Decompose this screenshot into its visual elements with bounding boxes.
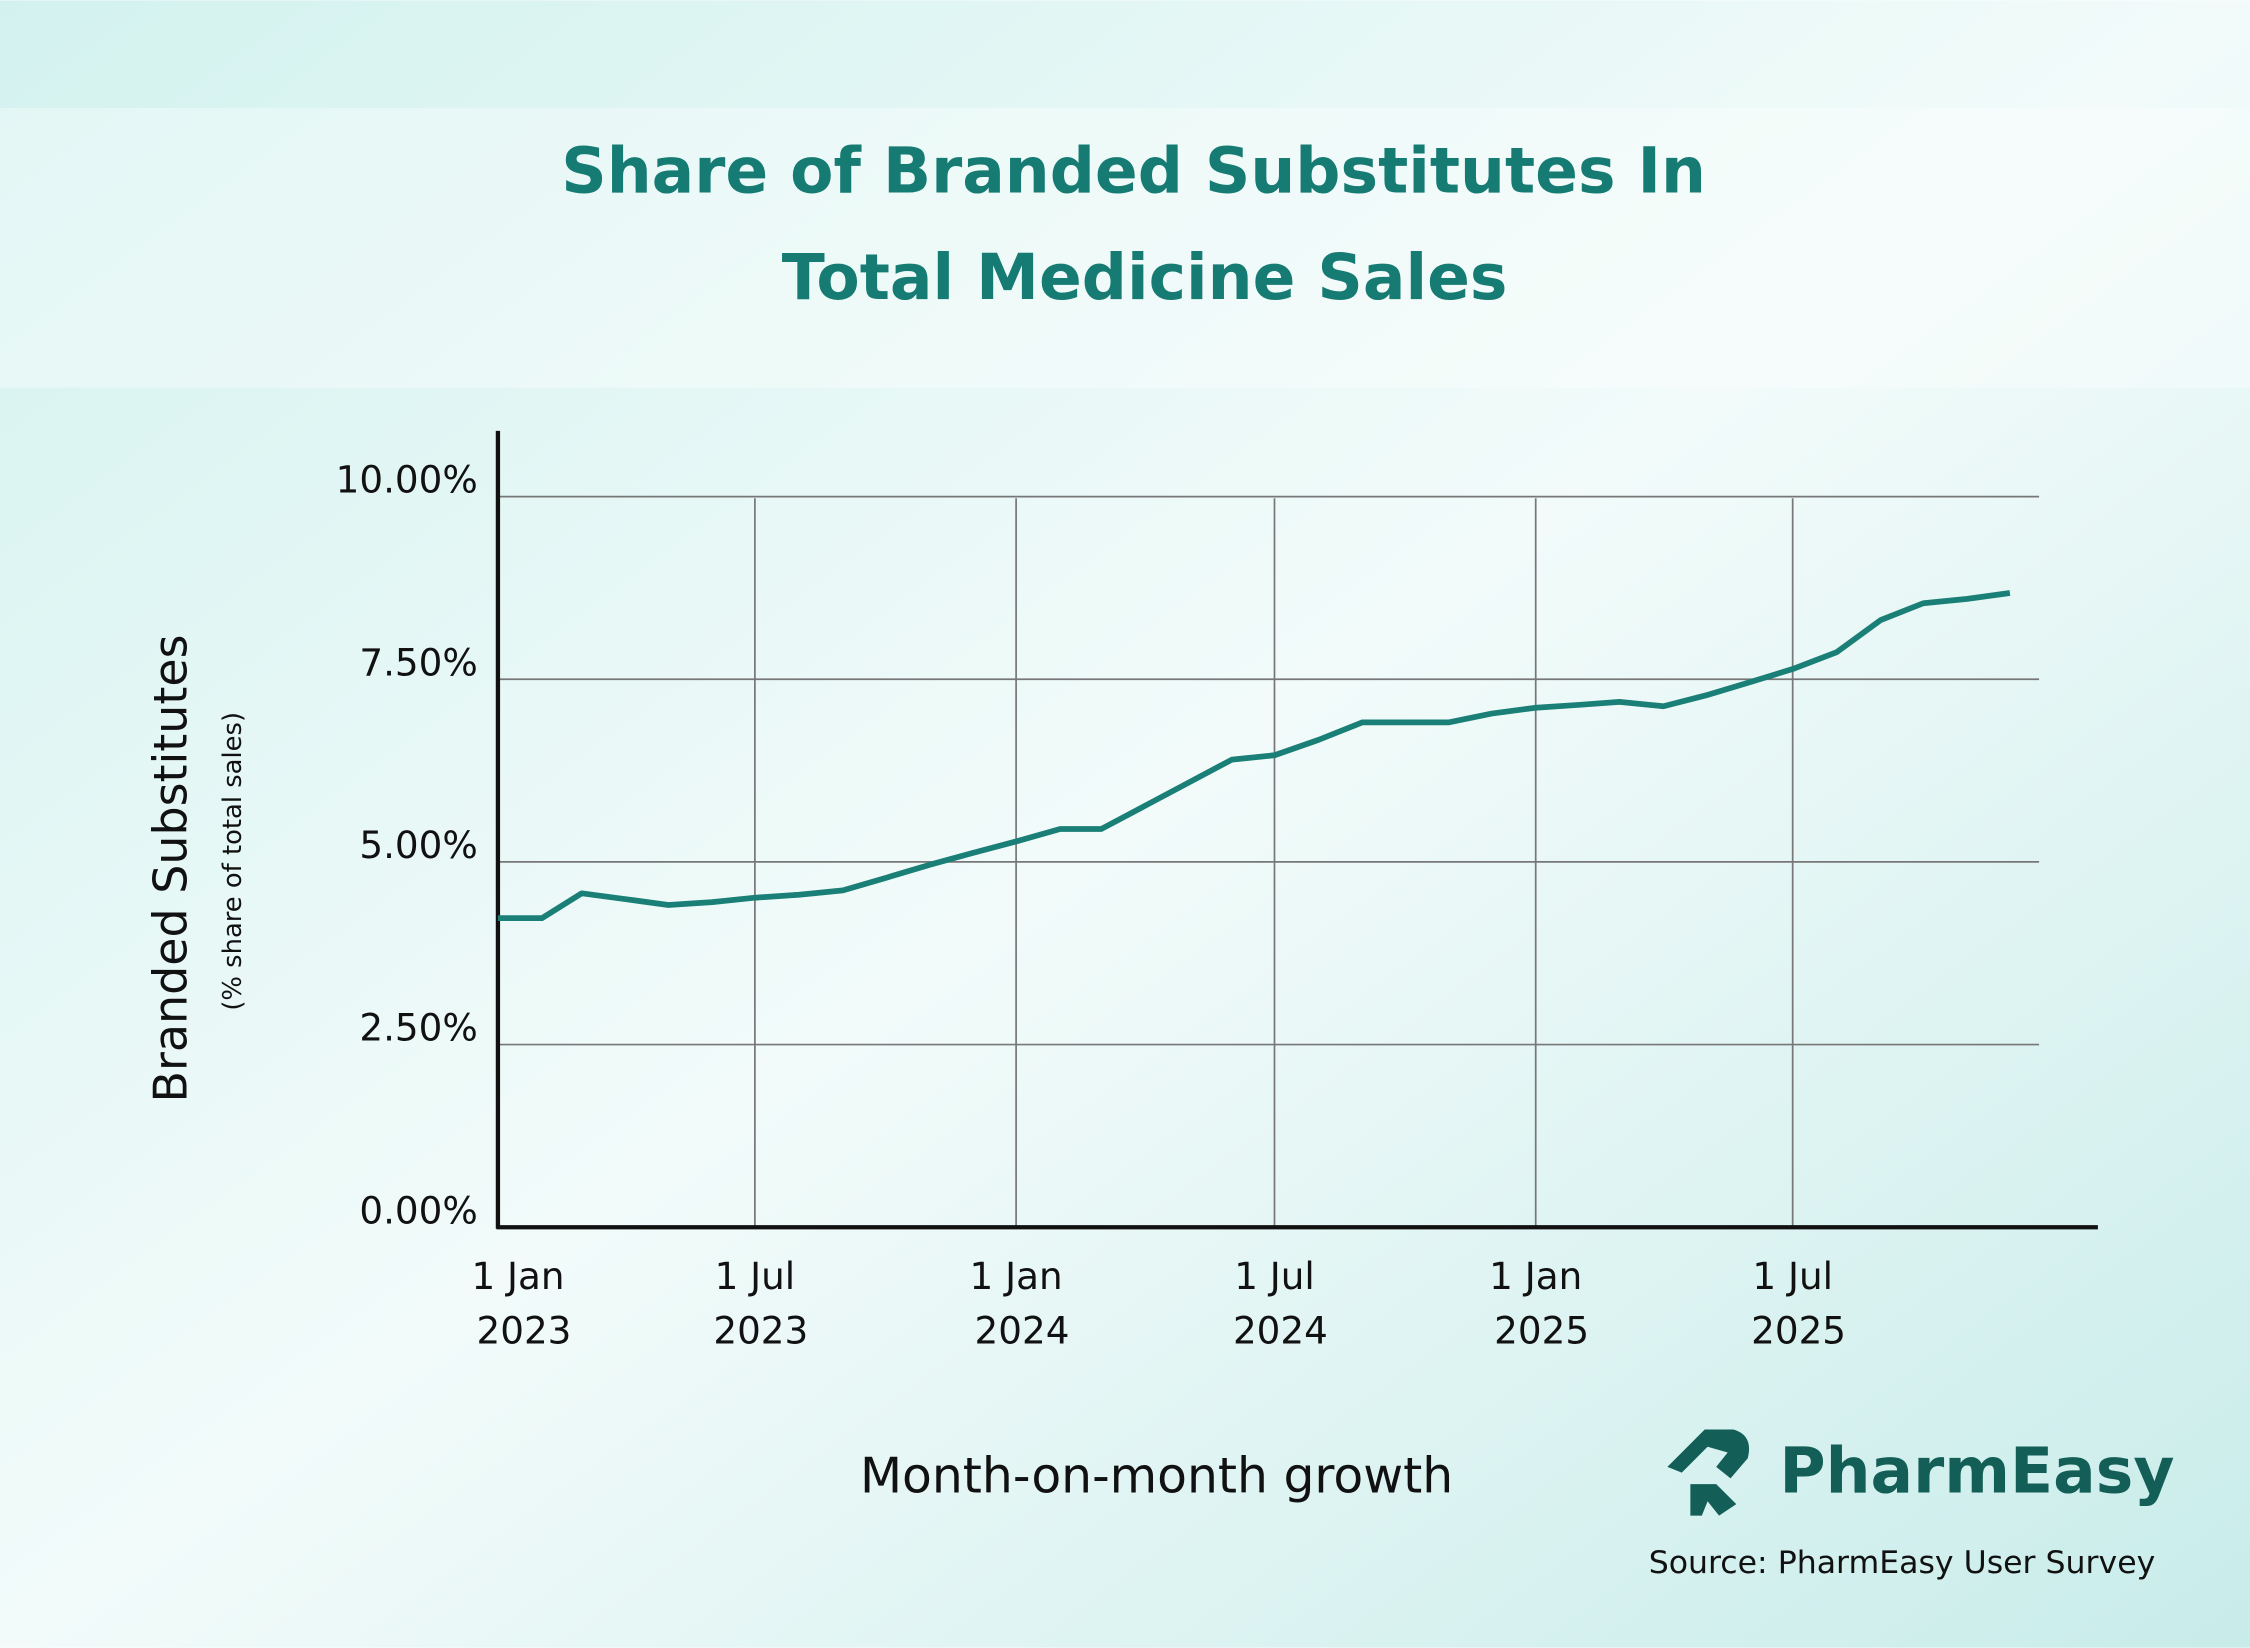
data-line	[497, 590, 2011, 922]
y-axis-label: Branded Substitutes	[144, 634, 198, 1102]
x-tick-label: 1 Jul 2023	[701, 1254, 808, 1353]
x-tick-label: 1 Jul 2025	[1739, 1254, 1846, 1353]
chart-title: Share of Branded Substitutes In Total Me…	[561, 134, 1706, 314]
x-tick-label: 1 Jan 2025	[1482, 1254, 1589, 1353]
x-axis-label: Month-on-month growth	[860, 1448, 1453, 1505]
y-tick-label: 5.00%	[359, 823, 477, 867]
x-tick-label: 1 Jul 2024	[1221, 1254, 1328, 1353]
y-tick-label: 10.00%	[336, 458, 478, 502]
logo-icon	[1667, 1429, 1750, 1516]
y-tick-label: 2.50%	[359, 1006, 477, 1050]
y-axis-sublabel: (% share of total sales)	[218, 712, 248, 1011]
x-tick-label: 1 Jan 2024	[963, 1254, 1070, 1353]
x-tick-label: 1 Jan 2023	[465, 1254, 572, 1353]
y-tick-label: 0.00%	[359, 1188, 477, 1232]
title-band	[0, 107, 2250, 388]
logo: PharmEasy	[1667, 1429, 2174, 1516]
brand-name: PharmEasy	[1779, 1434, 2174, 1508]
source: Source: PharmEasy User Survey	[1649, 1545, 2156, 1581]
y-tick-label: 7.50%	[359, 640, 477, 684]
